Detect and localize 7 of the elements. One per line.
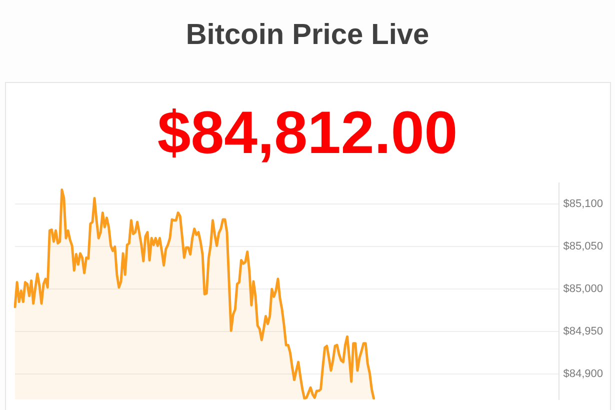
y-tick-label: $84,900: [563, 368, 604, 380]
y-tick-label: $85,000: [563, 283, 604, 296]
chart-title: Bitcoin Price Live: [184, 19, 430, 51]
y-tick-label: $85,100: [563, 198, 604, 210]
y-tick-label: $85,050: [563, 240, 604, 253]
chart-subtitle: $84,812.00: [156, 99, 459, 166]
y-tick-label: $84,950: [563, 326, 604, 338]
